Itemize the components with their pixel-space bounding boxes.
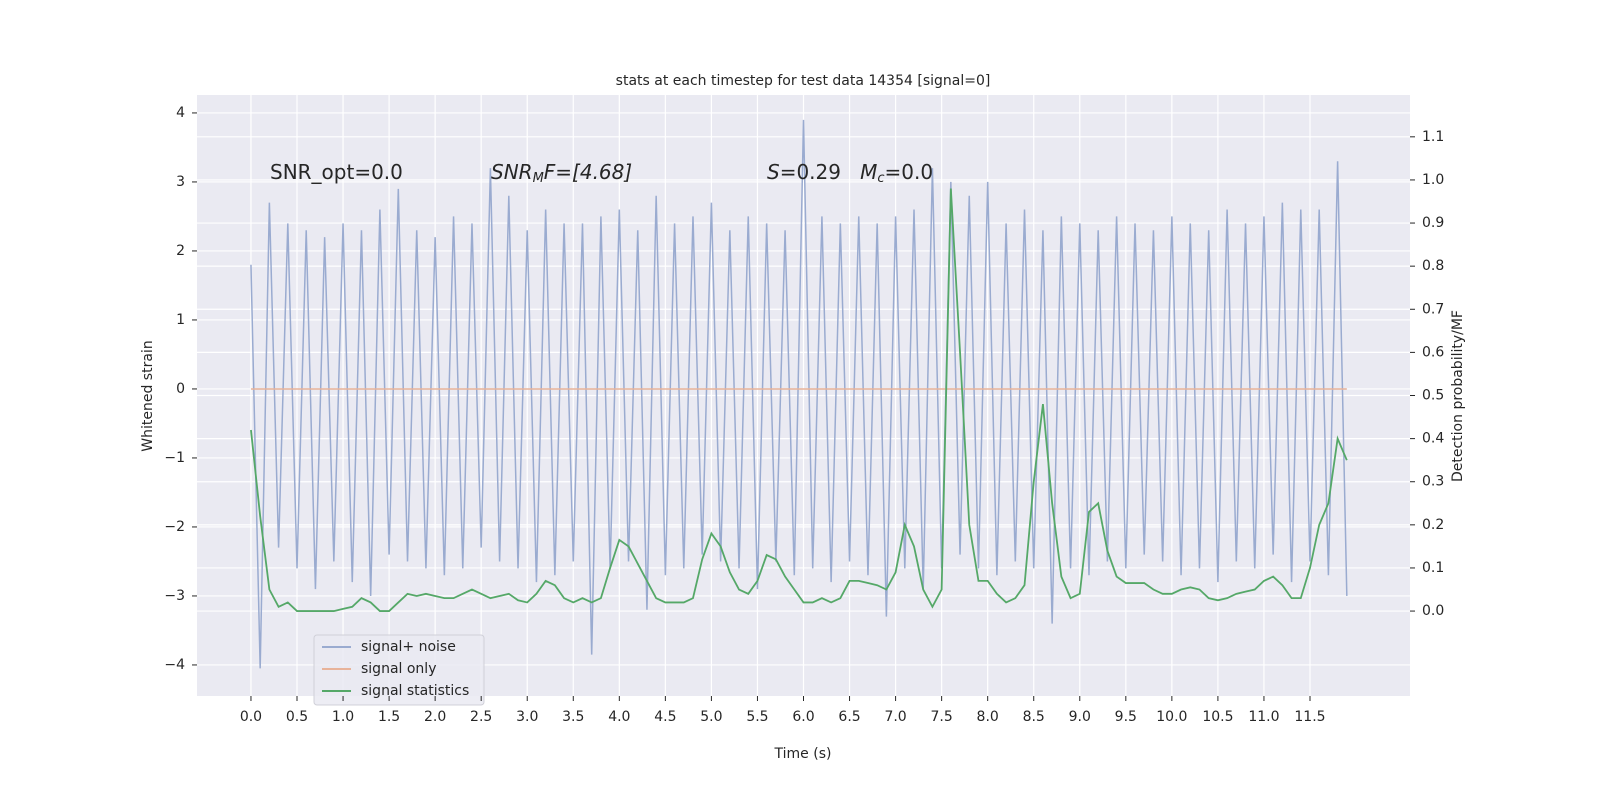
y-tick-label: 1 (176, 312, 185, 328)
y-tick-label: 3 (176, 174, 185, 190)
x-tick-label: 7.5 (931, 709, 953, 725)
x-tick-label: 2.5 (470, 709, 492, 725)
x-tick-label: 0.0 (240, 709, 262, 725)
x-tick-label: 3.5 (562, 709, 584, 725)
x-tick-label: 6.0 (792, 709, 814, 725)
y-tick-label: 4 (176, 105, 185, 121)
x-tick-label: 4.5 (654, 709, 676, 725)
x-tick-label: 4.0 (608, 709, 630, 725)
annotation-part: =0.29 (780, 160, 860, 184)
y2-tick-label: 1.1 (1422, 129, 1444, 145)
y-tick-label: 2 (176, 243, 185, 259)
x-tick-label: 0.5 (286, 709, 308, 725)
x-tick-label: 9.0 (1069, 709, 1091, 725)
y2-tick-label: 0.2 (1422, 517, 1444, 533)
series-line (250, 188, 1348, 612)
y-tick-label: −3 (164, 588, 185, 604)
annotation: S=0.29 Mc=0.0 (767, 160, 933, 186)
y2-tick-label: 0.8 (1422, 258, 1444, 274)
y2-tick-label: 0.9 (1422, 215, 1444, 231)
x-tick-label: 5.0 (700, 709, 722, 725)
legend-box (313, 634, 485, 706)
x-tick-label: 7.0 (884, 709, 906, 725)
annotation-part: S (767, 160, 780, 184)
y-tick-label: −1 (164, 450, 185, 466)
y2-tick-label: 0.1 (1422, 560, 1444, 576)
y2-tick-label: 0.0 (1422, 603, 1444, 619)
x-tick-label: 1.0 (332, 709, 354, 725)
legend-label: signal only (361, 661, 436, 677)
x-tick-label: 8.5 (1023, 709, 1045, 725)
annotation-part: =0.0 (885, 160, 934, 184)
x-tick-label: 6.5 (838, 709, 860, 725)
y2-tick-label: 0.4 (1422, 431, 1444, 447)
x-tick-label: 1.5 (378, 709, 400, 725)
x-tick-label: 5.5 (746, 709, 768, 725)
annotation-part: F=[4.68] (544, 160, 632, 184)
x-tick-label: 11.5 (1294, 709, 1325, 725)
x-tick-label: 9.5 (1115, 709, 1137, 725)
x-tick-label: 3.0 (516, 709, 538, 725)
annotation-part: M (860, 160, 877, 184)
annotation: SNRMF=[4.68] (491, 160, 632, 186)
y2-tick-label: 0.5 (1422, 388, 1444, 404)
x-axis-label: Time (s) (774, 746, 832, 762)
chart-title: stats at each timestep for test data 143… (616, 73, 991, 89)
annotation-part: M (533, 171, 544, 186)
x-tick-label: 2.0 (424, 709, 446, 725)
annotation-part: SNR (491, 160, 533, 184)
annotation: SNR_opt=0.0 (270, 160, 403, 184)
x-tick-label: 11.0 (1248, 709, 1279, 725)
legend-label: signal+ noise (361, 639, 456, 655)
y2-tick-label: 1.0 (1422, 172, 1444, 188)
x-tick-label: 10.0 (1156, 709, 1187, 725)
y2-tick-label: 0.6 (1422, 344, 1444, 360)
y2-tick-label: 0.7 (1422, 301, 1444, 317)
y-axis-label: Whitened strain (140, 340, 156, 451)
x-tick-label: 10.5 (1202, 709, 1233, 725)
annotation-part: SNR_opt=0.0 (270, 160, 403, 184)
marks (250, 119, 1348, 669)
annotation-part: c (877, 171, 884, 186)
y-tick-label: 0 (176, 381, 185, 397)
x-tick-label: 8.0 (977, 709, 999, 725)
series-line (250, 119, 1348, 669)
legend: signal+ noise signal only signal statistic… (313, 634, 485, 706)
y-tick-label: −2 (164, 519, 185, 535)
legend-label: signal statistics (361, 683, 469, 699)
y2-axis-label: Detection probability/MF (1450, 310, 1466, 482)
y-tick-label: −4 (164, 657, 185, 673)
y2-tick-label: 0.3 (1422, 474, 1444, 490)
